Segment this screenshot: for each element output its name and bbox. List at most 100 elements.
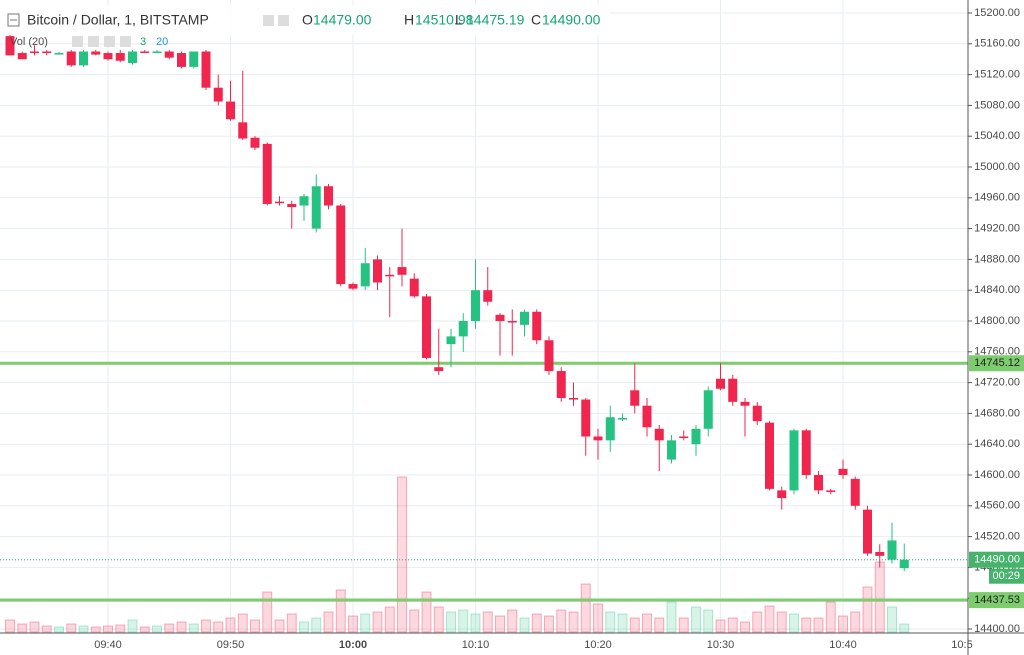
x-tick-label: 10:40 [829,639,857,651]
candle-body [30,51,39,54]
candle-body [397,267,407,275]
volume-bar [776,611,787,633]
x-tick-label: 10:00 [339,639,367,651]
collapse-icon[interactable] [7,13,20,27]
volume-bar [874,561,885,633]
volume-bar [850,611,861,633]
volume-bar [41,625,52,633]
candle-body [201,51,211,88]
candle-body [5,36,15,56]
volume-bar [225,617,236,633]
x-tick-label: 10:20 [584,639,612,651]
candle-body [238,122,248,139]
candle-body [679,436,689,439]
settings-icon[interactable] [263,15,274,26]
volume-bar [274,619,285,633]
volume-bar [66,623,77,633]
volume-bar [311,617,322,633]
candle-body [569,398,578,400]
candle-body [42,51,52,54]
candle-body [752,405,762,422]
candle-body [54,53,64,55]
volume-bar [409,609,420,633]
volume-bar [899,623,910,633]
candle-body [17,53,27,60]
candle-body [887,540,897,560]
candle-body [177,53,186,67]
candle-body [801,430,811,475]
y-tick-label: 14560.00 [974,500,1020,512]
ohlc-value: 14490.00 [542,12,601,28]
last-price-label: 14490.00 [974,554,1020,566]
y-tick-label: 15120.00 [974,69,1020,81]
y-tick-label: 14800.00 [974,315,1020,327]
candle-body [275,201,284,204]
candle-body [556,371,566,398]
candle-body [103,53,113,60]
y-tick-label: 14520.00 [974,531,1020,543]
candle-body [311,186,321,229]
candle-body [593,436,603,441]
y-tick-label: 15000.00 [974,161,1020,173]
y-tick-label: 14720.00 [974,377,1020,389]
candle-body [213,87,223,102]
volume-bar [593,603,603,633]
level-label: 14437.53 [974,594,1020,606]
y-tick-label: 14400.00 [974,623,1020,635]
volume-bar [678,617,689,633]
volume-bar [335,589,346,633]
candle-body [79,51,88,66]
volume-bar [862,586,873,633]
volume-bar [384,606,395,633]
volume-bar [519,617,530,633]
volume-bar [90,626,101,633]
candle-body [324,186,333,206]
y-tick-label: 15040.00 [974,130,1020,142]
candle-body [703,390,713,429]
x-tick-label: 10:30 [707,639,735,651]
y-tick-label: 15200.00 [974,7,1020,19]
volume-bar [605,611,616,633]
candle-body [336,205,346,285]
candle-body [152,51,162,53]
y-tick-label: 14680.00 [974,407,1020,419]
visibility-icon[interactable] [278,15,289,26]
volume-bar [115,624,126,633]
level-label: 14745.12 [974,357,1020,369]
indicator-icon[interactable] [120,36,131,47]
candle-body [66,51,76,66]
candle-body [532,311,542,341]
candle-body [654,428,664,441]
candle-body [385,274,395,277]
volume-bar [801,617,812,633]
volume-bar [152,625,162,633]
volume-bar [568,611,579,633]
volume-bar [764,605,775,633]
volume-title: Vol (20) [10,36,48,48]
candle-body [826,490,836,492]
volume-bar [813,617,824,633]
level-box [969,592,1024,609]
volume-bar [642,613,652,633]
indicator-icon[interactable] [104,36,115,47]
last-price-box [969,551,1024,568]
candle-body [409,278,419,297]
volume-bar [715,619,726,633]
volume-bar [433,606,444,633]
candle-body [850,478,860,506]
candle-body [520,311,529,325]
header-bg [0,5,610,35]
y-tick-label: 14840.00 [974,284,1020,296]
volume-bar [201,619,211,633]
volume-bar [421,591,432,633]
candle-body [777,490,787,499]
volume-bar [495,615,505,633]
volume-bar [286,613,297,633]
volume-param: 20 [156,36,168,48]
volume-bar [629,617,640,633]
volume-bar [654,617,665,633]
candle-body [789,430,799,491]
candle-body [458,321,468,337]
indicator-icon[interactable] [72,36,83,47]
indicator-icon[interactable] [88,36,99,47]
